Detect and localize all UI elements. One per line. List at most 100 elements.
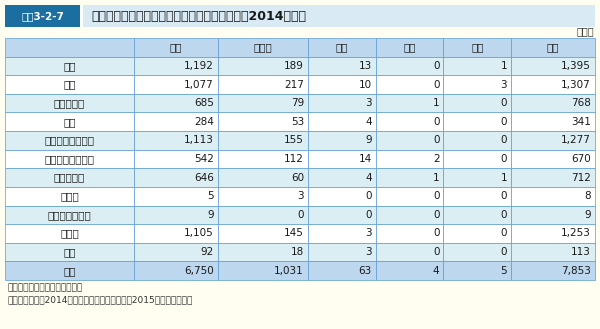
- Bar: [376, 150, 443, 168]
- Text: 5: 5: [500, 266, 507, 276]
- Bar: [5, 57, 134, 75]
- Bar: [376, 168, 443, 187]
- Bar: [5, 5, 80, 27]
- Text: 溺れる: 溺れる: [60, 191, 79, 201]
- Bar: [218, 113, 308, 131]
- Text: 刺す・切る: 刺す・切る: [54, 98, 85, 108]
- Bar: [443, 187, 511, 206]
- Text: 14: 14: [359, 154, 372, 164]
- Bar: [5, 168, 134, 187]
- Bar: [134, 206, 218, 224]
- Text: 79: 79: [291, 98, 304, 108]
- Bar: [134, 150, 218, 168]
- Bar: [376, 75, 443, 94]
- Text: 10: 10: [359, 80, 372, 89]
- Bar: [308, 150, 376, 168]
- Bar: [443, 57, 511, 75]
- Bar: [511, 113, 595, 131]
- Bar: [5, 224, 134, 243]
- Text: 0: 0: [433, 136, 439, 145]
- Text: 63: 63: [359, 266, 372, 276]
- Bar: [134, 94, 218, 113]
- Text: 0: 0: [433, 247, 439, 257]
- Bar: [5, 113, 134, 131]
- Bar: [511, 57, 595, 75]
- Bar: [511, 224, 595, 243]
- Text: 542: 542: [194, 154, 214, 164]
- Text: 13: 13: [359, 61, 372, 71]
- Text: 0: 0: [433, 61, 439, 71]
- Text: 685: 685: [194, 98, 214, 108]
- Text: 155: 155: [284, 136, 304, 145]
- Bar: [443, 206, 511, 224]
- Text: 8: 8: [584, 191, 591, 201]
- Text: 3: 3: [365, 98, 372, 108]
- Text: 7,853: 7,853: [561, 266, 591, 276]
- Text: 0: 0: [500, 136, 507, 145]
- Text: 3: 3: [365, 228, 372, 239]
- Bar: [218, 261, 308, 280]
- Bar: [134, 168, 218, 187]
- Bar: [5, 150, 134, 168]
- Bar: [134, 243, 218, 261]
- Text: 死亡: 死亡: [471, 42, 484, 52]
- Bar: [376, 187, 443, 206]
- Text: 2: 2: [433, 154, 439, 164]
- Bar: [308, 168, 376, 187]
- Bar: [511, 94, 595, 113]
- Bar: [443, 224, 511, 243]
- Text: 0: 0: [500, 191, 507, 201]
- Bar: [511, 38, 595, 57]
- Bar: [511, 261, 595, 280]
- Text: 9: 9: [584, 210, 591, 220]
- Bar: [308, 206, 376, 224]
- Text: 挟む: 挟む: [63, 117, 76, 127]
- Bar: [511, 206, 595, 224]
- Bar: [511, 187, 595, 206]
- Bar: [376, 243, 443, 261]
- Text: 1: 1: [500, 173, 507, 183]
- Text: 341: 341: [571, 117, 591, 127]
- Bar: [218, 131, 308, 150]
- Bar: [443, 168, 511, 187]
- Text: 18: 18: [291, 247, 304, 257]
- Text: 189: 189: [284, 61, 304, 71]
- Text: （備考）　１．消費者庁資料。: （備考） １．消費者庁資料。: [7, 284, 82, 292]
- Bar: [5, 38, 134, 57]
- Text: 不明: 不明: [63, 247, 76, 257]
- Text: 1,105: 1,105: [184, 228, 214, 239]
- Bar: [134, 38, 218, 57]
- Text: 1,077: 1,077: [184, 80, 214, 89]
- Text: 図表3-2-7: 図表3-2-7: [21, 11, 64, 21]
- Text: 1,307: 1,307: [561, 80, 591, 89]
- Bar: [376, 261, 443, 280]
- Bar: [134, 187, 218, 206]
- Bar: [308, 38, 376, 57]
- Bar: [218, 243, 308, 261]
- Bar: [218, 38, 308, 57]
- Text: 768: 768: [571, 98, 591, 108]
- Text: 重症: 重症: [335, 42, 348, 52]
- Bar: [308, 187, 376, 206]
- Text: 0: 0: [433, 210, 439, 220]
- Bar: [308, 131, 376, 150]
- Text: 転落: 転落: [63, 80, 76, 89]
- Text: 重篤: 重篤: [403, 42, 416, 52]
- Text: 3: 3: [500, 80, 507, 89]
- Text: 合計: 合計: [63, 266, 76, 276]
- Text: 0: 0: [500, 98, 507, 108]
- Text: 0: 0: [500, 117, 507, 127]
- Bar: [218, 57, 308, 75]
- Bar: [443, 94, 511, 113]
- Text: 0: 0: [433, 117, 439, 127]
- Text: 1: 1: [500, 61, 507, 71]
- Text: 有害ガスの吸引: 有害ガスの吸引: [47, 210, 91, 220]
- Text: 5: 5: [207, 191, 214, 201]
- Bar: [376, 94, 443, 113]
- Bar: [134, 261, 218, 280]
- Bar: [376, 57, 443, 75]
- Text: 1: 1: [433, 173, 439, 183]
- Text: 1,253: 1,253: [561, 228, 591, 239]
- Text: その他: その他: [60, 228, 79, 239]
- Text: ２．2014年度に収集されたもの。（2015年３月末時点）: ２．2014年度に収集されたもの。（2015年３月末時点）: [7, 295, 193, 305]
